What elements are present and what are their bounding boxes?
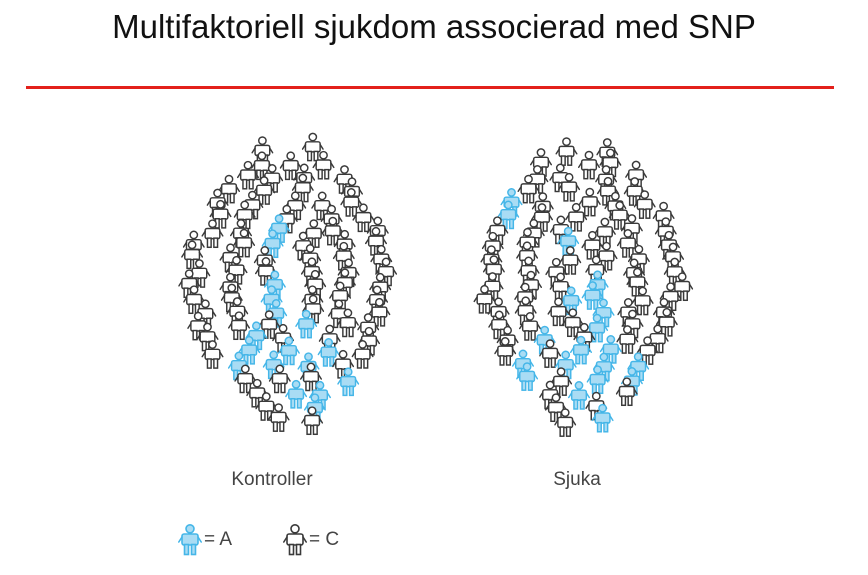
patient-group-label: Sjuka — [553, 469, 601, 490]
person-icon-outline — [556, 137, 577, 166]
control-group-crowd — [178, 133, 397, 435]
slide-title: Multifaktoriell sjukdom associerad med S… — [112, 8, 756, 45]
legend-text-c: = C — [309, 529, 340, 550]
person-icon-blue — [568, 381, 590, 409]
person-icon-blue — [285, 380, 307, 408]
person-icon-outline — [565, 203, 587, 231]
person-icon-outline — [578, 151, 600, 179]
person-icon-outline — [653, 202, 674, 230]
legend-item-a: = A — [178, 522, 232, 558]
title-divider — [26, 86, 834, 89]
legend-item-c: = C — [283, 522, 339, 558]
patient-group-crowd — [474, 137, 693, 437]
person-icon-outline — [283, 524, 307, 556]
person-icon-outline — [530, 148, 552, 177]
person-icon-blue — [178, 524, 202, 556]
legend-text-a: = A — [204, 529, 232, 550]
control-group-label: Kontroller — [231, 469, 313, 490]
